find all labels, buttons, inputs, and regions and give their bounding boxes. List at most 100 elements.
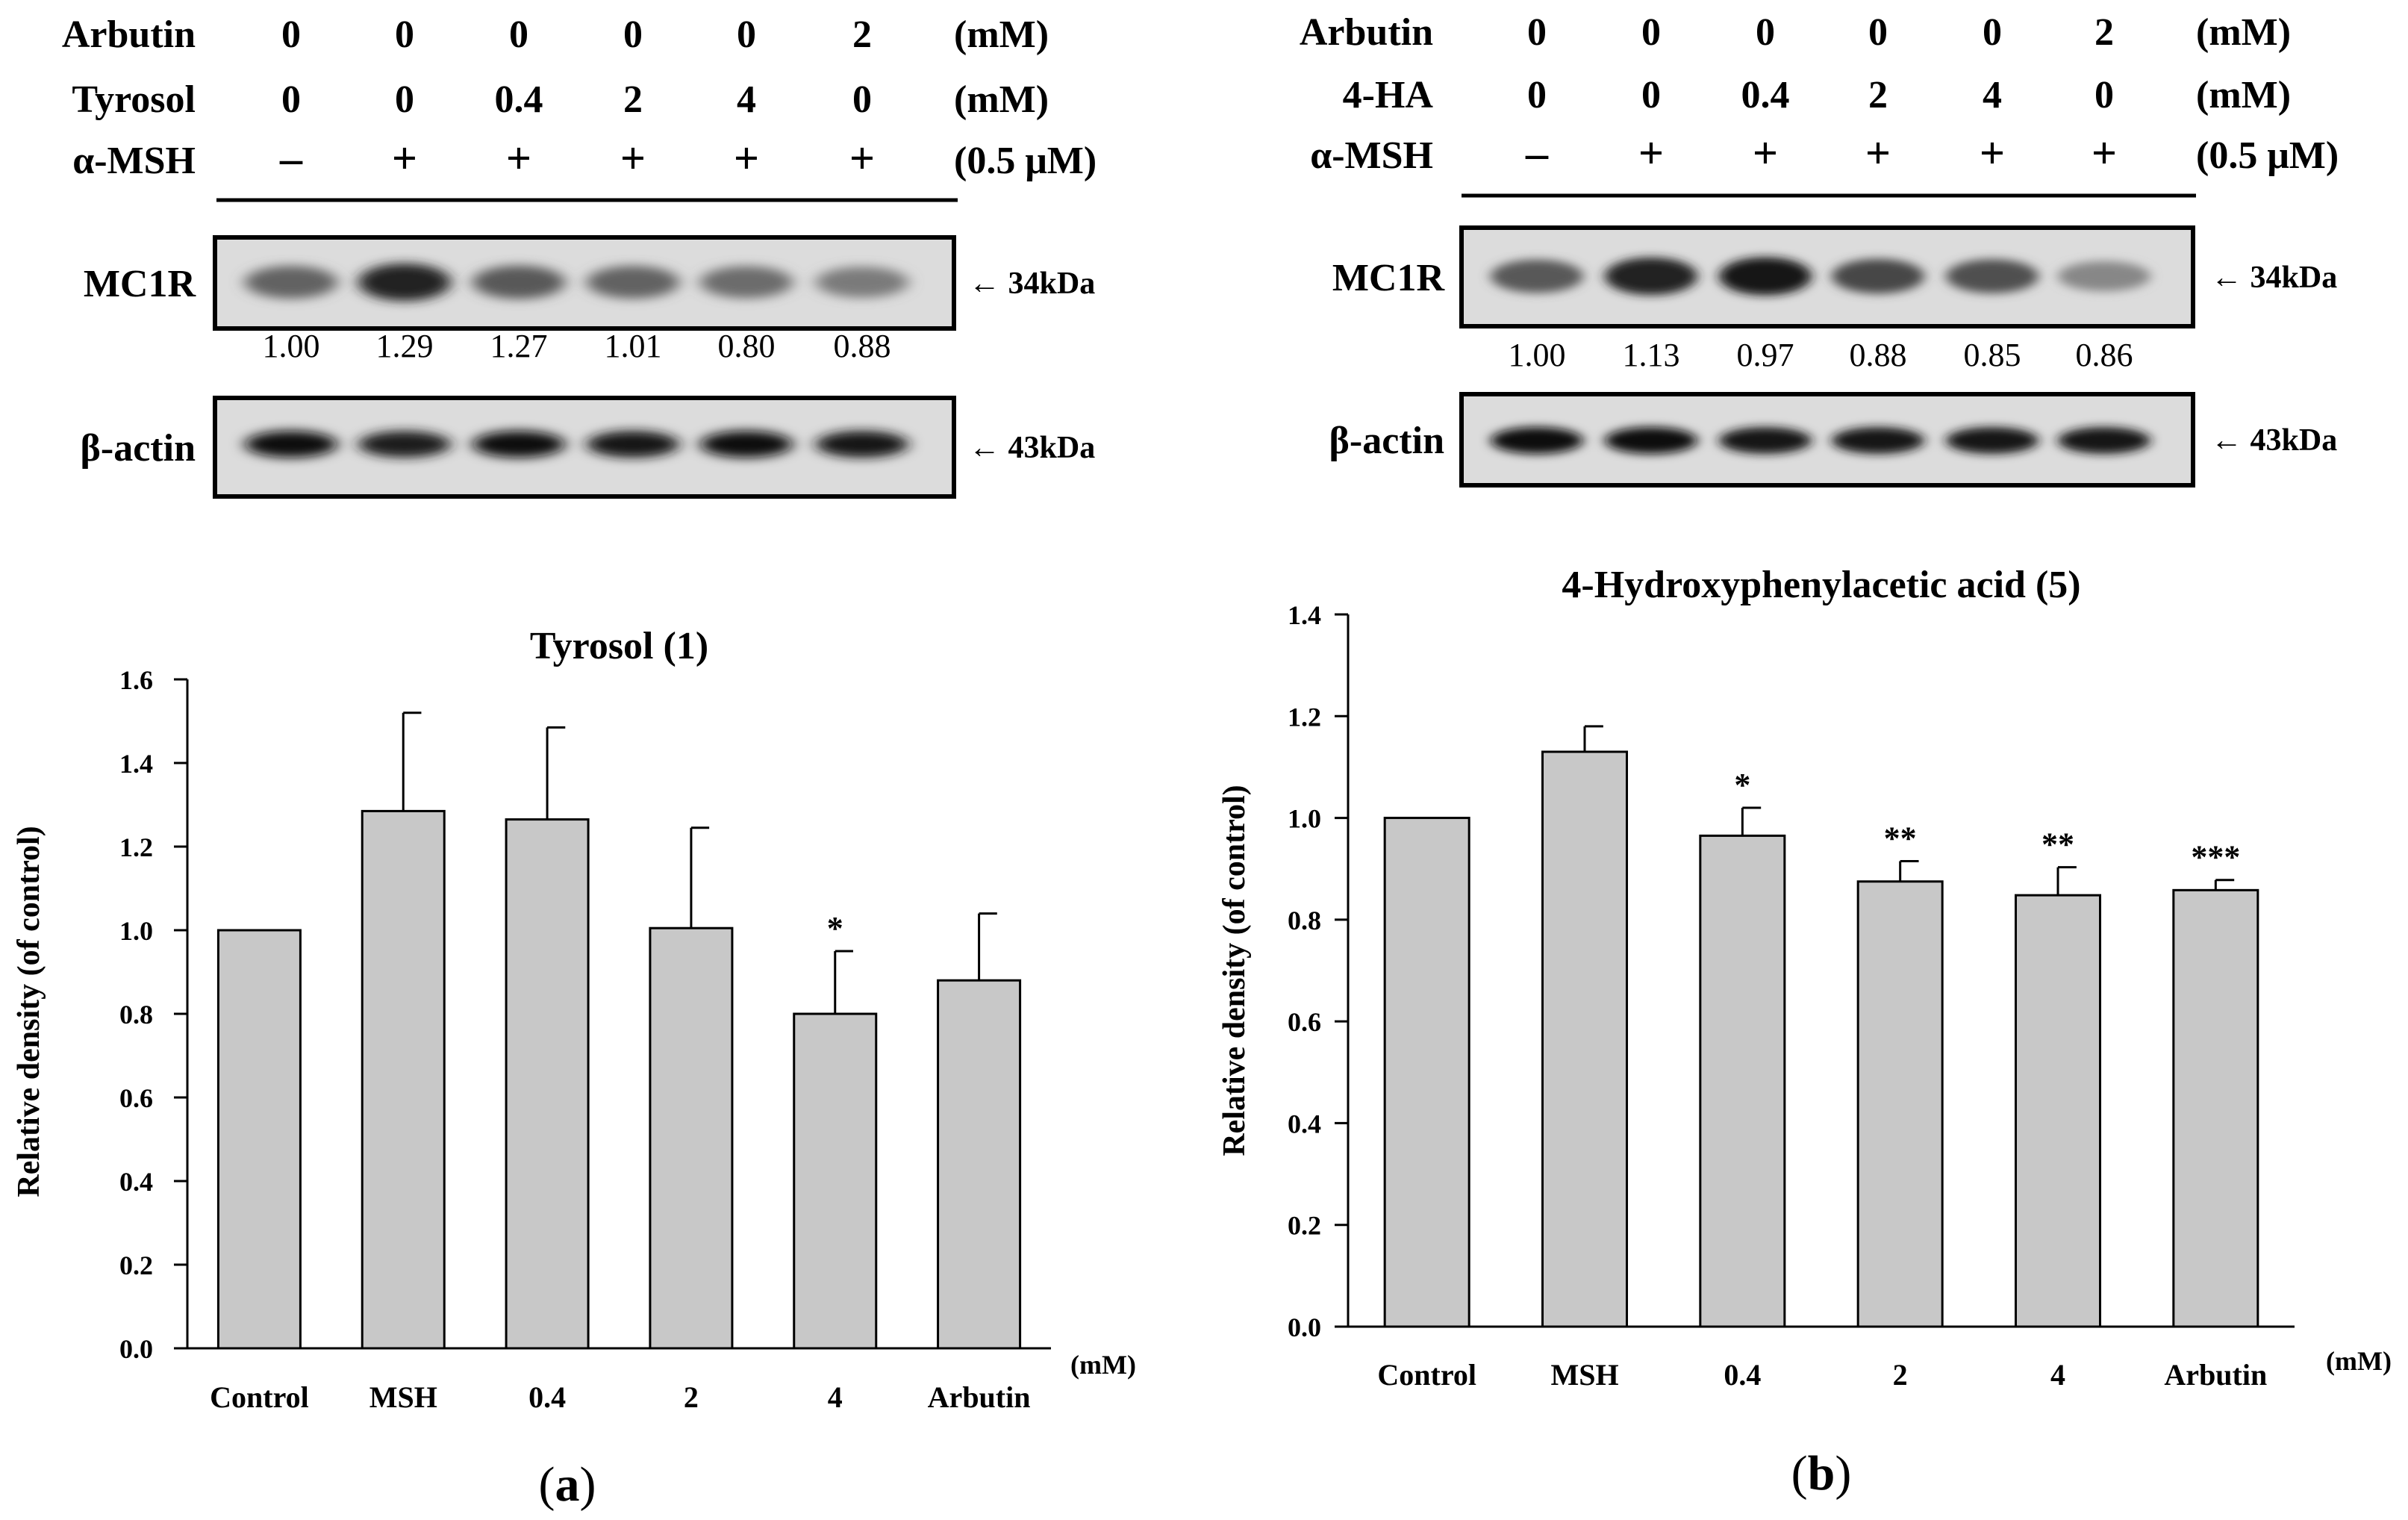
treatment-value: + — [1865, 128, 1891, 178]
densitometry-value: 1.13 — [1623, 337, 1680, 373]
densitometry-value: 0.88 — [1850, 337, 1907, 373]
treatment-value: 0.4 — [1741, 74, 1790, 116]
treatment-value: + — [1980, 128, 2005, 178]
bar-chart: Tyrosol (1) Control MSH 0.4 2 * 4 Arbutin 0.0 0.2… — [12, 625, 1136, 1414]
treatment-value: – — [1525, 128, 1549, 178]
densitometry-value: 0.80 — [718, 328, 776, 364]
treatment-value: 4 — [1983, 74, 2002, 116]
treatment-value: + — [1638, 128, 1664, 178]
treatment-value: 0 — [1868, 11, 1888, 54]
y-tick-label: 0.8 — [1288, 906, 1321, 935]
blot-marker-label: ← 43kDa — [969, 431, 1095, 465]
blot-mc1r — [213, 235, 956, 331]
treatment-value: + — [392, 134, 417, 183]
category-label: Arbutin — [928, 1380, 1031, 1414]
treatment-value: 2 — [852, 13, 872, 56]
panel-label-open: ( — [539, 1457, 555, 1512]
significance-mark: ** — [2042, 826, 2074, 863]
blot-frame — [1459, 225, 2195, 328]
treatment-value: 0 — [2094, 74, 2114, 116]
blot-band — [358, 263, 451, 302]
panel-a: Arbutin 0 0 0 0 0 2 (mM) Tyrosol 0 0 0.4 2 4 0 (mM) α-MS… — [12, 13, 1136, 1512]
treatment-value: 0 — [1641, 11, 1661, 54]
significance-mark: *** — [2191, 839, 2240, 876]
bar — [937, 979, 1022, 1350]
blot-band — [1719, 427, 1812, 454]
blot-protein-label: β-actin — [81, 427, 196, 470]
blot-band — [1605, 427, 1697, 454]
blot-band — [1832, 258, 1924, 294]
densitometry-value: 1.01 — [605, 328, 662, 364]
y-tick-label: 0.4 — [119, 1167, 153, 1197]
treatment-value: + — [506, 134, 531, 183]
panel-label-letter: b — [1808, 1446, 1835, 1501]
y-tick-label: 0.4 — [1288, 1109, 1321, 1139]
panel-label: (b) — [1791, 1446, 1852, 1501]
y-tick-label: 0.0 — [1288, 1312, 1321, 1342]
blot-frame — [1459, 392, 2195, 488]
blot-beta-actin — [1459, 392, 2195, 488]
y-tick-label: 0.6 — [119, 1083, 153, 1113]
treatment-value: 2 — [1868, 74, 1888, 116]
x-unit-label: (mM) — [1070, 1350, 1136, 1380]
category-label: MSH — [369, 1380, 437, 1414]
blot-protein-label: β-actin — [1329, 420, 1445, 462]
blot-band — [1719, 257, 1812, 296]
blot-band — [358, 431, 451, 458]
blot-band — [700, 266, 793, 299]
treatment-label: α-MSH — [72, 140, 196, 182]
treatment-value: + — [620, 134, 646, 183]
category-label: 4 — [2050, 1358, 2065, 1392]
bar — [2172, 888, 2259, 1328]
y-axis-label: Relative density (of control) — [12, 826, 46, 1197]
treatment-label: Arbutin — [1300, 11, 1433, 54]
treatment-value: 0 — [395, 78, 414, 121]
blot-band — [245, 266, 337, 299]
treatment-value: + — [2092, 128, 2117, 178]
densitometry-value: 0.86 — [2076, 337, 2133, 373]
blot-band — [587, 266, 679, 299]
treatment-value: 0 — [281, 78, 301, 121]
blot-band — [472, 431, 565, 458]
y-tick-label: 1.0 — [119, 916, 153, 946]
blot-band — [1946, 259, 2039, 293]
blot-band — [1491, 427, 1583, 454]
panel-label-letter: a — [555, 1457, 580, 1512]
blot-band — [472, 265, 565, 299]
treatment-value: 0 — [852, 78, 872, 121]
blot-marker-label: ← 43kDa — [2211, 423, 2337, 458]
bar — [649, 926, 734, 1350]
significance-mark: * — [827, 910, 843, 947]
treatment-value: 4 — [737, 78, 756, 121]
y-tick-label: 1.4 — [119, 749, 153, 779]
blot-frame — [213, 396, 956, 499]
densitometry-value: 0.88 — [834, 328, 891, 364]
y-tick-label: 1.2 — [119, 832, 153, 862]
treatment-value: 0 — [1527, 74, 1547, 116]
blot-mc1r — [1459, 225, 2195, 328]
band-group — [1491, 427, 2150, 454]
blot-marker-label: ← 34kDa — [2211, 261, 2337, 295]
y-tick-label: 0.2 — [119, 1250, 153, 1280]
blot-band — [700, 431, 793, 458]
treatment-unit: (0.5 μM) — [954, 140, 1097, 182]
panel-b: Arbutin 0 0 0 0 0 2 (mM) 4-HA 0 0 0.4 2 4 0 (mM) α-MSH – +… — [1217, 11, 2392, 1501]
bar — [1699, 834, 1786, 1328]
treatment-label: Arbutin — [62, 13, 196, 56]
y-axis-label: Relative density (of control) — [1217, 785, 1252, 1156]
blot-band — [816, 431, 908, 458]
treatment-label: Tyrosol — [72, 78, 196, 121]
panel-label-close: ) — [1835, 1446, 1851, 1501]
y-tick-label: 0.8 — [119, 1000, 153, 1030]
chart-title: 4-Hydroxyphenylacetic acid (5) — [1562, 564, 2080, 606]
y-tick-label: 1.0 — [1288, 804, 1321, 834]
bar — [505, 818, 590, 1350]
chart-title: Tyrosol (1) — [530, 625, 708, 667]
treatment-label: 4-HA — [1343, 74, 1434, 116]
blot-band — [2058, 427, 2150, 454]
bar — [1541, 750, 1628, 1328]
treatment-value: – — [279, 134, 303, 183]
blot-protein-label: MC1R — [84, 263, 197, 305]
category-label: MSH — [1550, 1358, 1618, 1392]
category-label: 0.4 — [528, 1380, 566, 1414]
